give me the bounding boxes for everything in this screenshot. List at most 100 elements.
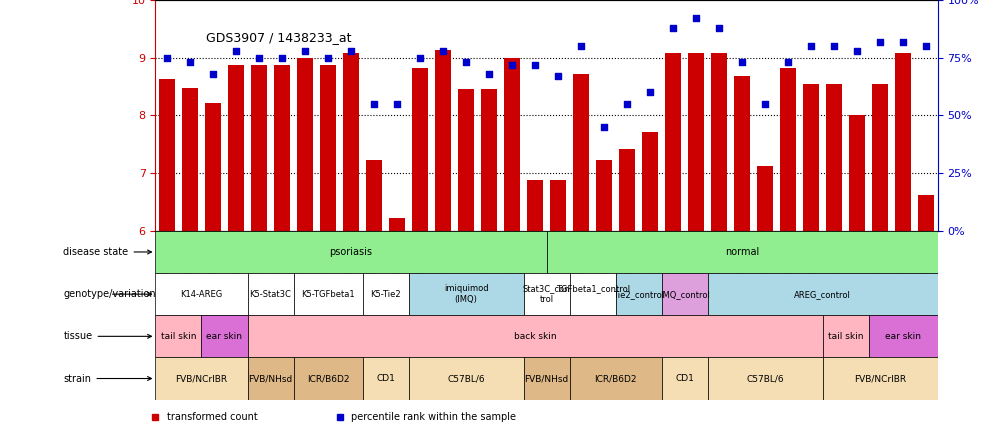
Bar (710, 53, 726, 231)
Bar (707, 357, 822, 400)
Point (389, 100, 405, 107)
Point (366, 100, 382, 107)
Bar (294, 357, 362, 400)
Text: imiquimod
(IMQ): imiquimod (IMQ) (443, 285, 488, 304)
Text: transformed count: transformed count (166, 412, 258, 422)
Point (803, 43, 819, 50)
Bar (294, 273, 362, 315)
Point (687, 15, 703, 22)
Point (343, 47, 359, 54)
Bar (595, 160, 611, 231)
Bar (201, 315, 247, 357)
Bar (343, 52, 359, 231)
Bar (297, 58, 313, 231)
Bar (664, 53, 680, 231)
Bar (247, 273, 294, 315)
Point (458, 59, 474, 66)
Text: K5-Tie2: K5-Tie2 (370, 289, 401, 299)
Text: FVB/NHsd: FVB/NHsd (248, 374, 293, 383)
Text: FVB/NCrIBR: FVB/NCrIBR (854, 374, 906, 383)
Bar (733, 76, 749, 231)
Bar (504, 58, 520, 231)
Bar (868, 315, 937, 357)
Point (826, 43, 842, 50)
Bar (822, 315, 868, 357)
Point (320, 54, 336, 61)
Bar (366, 160, 382, 231)
Text: C57BL/6: C57BL/6 (745, 374, 784, 383)
Point (412, 54, 428, 61)
Point (918, 43, 934, 50)
Bar (320, 65, 336, 231)
Bar (803, 84, 819, 231)
Bar (362, 357, 408, 400)
Text: ICR/B6D2: ICR/B6D2 (594, 374, 636, 383)
Bar (408, 357, 523, 400)
Point (641, 89, 657, 96)
Bar (618, 149, 634, 231)
Text: disease state: disease state (63, 247, 151, 257)
Bar (481, 90, 497, 231)
Text: psoriasis: psoriasis (330, 247, 372, 257)
Bar (412, 67, 428, 231)
Bar (780, 68, 796, 231)
Point (481, 70, 497, 77)
Text: Stat3C_con
trol: Stat3C_con trol (522, 285, 570, 304)
Text: IMQ_control: IMQ_control (659, 289, 709, 299)
Text: K5-Stat3C: K5-Stat3C (249, 289, 292, 299)
Bar (707, 273, 937, 315)
Text: normal: normal (724, 247, 759, 257)
Text: ear skin: ear skin (206, 332, 242, 341)
Bar (822, 357, 937, 400)
Bar (661, 273, 707, 315)
Bar (523, 357, 569, 400)
Point (618, 100, 634, 107)
Bar (872, 84, 888, 231)
Point (204, 70, 220, 77)
Bar (247, 315, 822, 357)
Text: tail skin: tail skin (828, 332, 863, 341)
Bar (546, 231, 937, 273)
Text: TGFbeta1_control: TGFbeta1_control (555, 285, 629, 304)
Bar (918, 195, 934, 231)
Bar (549, 180, 565, 231)
Text: AREG_control: AREG_control (794, 289, 851, 299)
Point (250, 54, 267, 61)
Bar (572, 74, 588, 231)
Point (297, 47, 313, 54)
Bar (569, 357, 661, 400)
Point (757, 100, 773, 107)
Point (181, 59, 197, 66)
Point (780, 59, 796, 66)
Bar (523, 273, 569, 315)
Point (504, 61, 520, 68)
Point (158, 54, 174, 61)
Text: strain: strain (63, 373, 151, 384)
Bar (158, 79, 175, 231)
Bar (204, 103, 220, 231)
Bar (435, 50, 451, 231)
Text: ICR/B6D2: ICR/B6D2 (307, 374, 349, 383)
Bar (615, 273, 661, 315)
Bar (687, 53, 703, 231)
Bar (661, 357, 707, 400)
Point (435, 47, 451, 54)
Bar (181, 88, 197, 231)
Bar (250, 65, 267, 231)
Point (572, 43, 588, 50)
Text: C57BL/6: C57BL/6 (447, 374, 484, 383)
Text: CD1: CD1 (376, 374, 395, 383)
Bar (458, 90, 474, 231)
Point (527, 61, 543, 68)
Text: GDS3907 / 1438233_at: GDS3907 / 1438233_at (205, 31, 351, 44)
Point (227, 47, 243, 54)
Point (895, 38, 911, 45)
Bar (389, 218, 405, 231)
Bar (849, 115, 865, 231)
Point (710, 24, 726, 31)
Point (872, 38, 888, 45)
Bar (757, 166, 773, 231)
Bar (362, 273, 408, 315)
Point (664, 24, 680, 31)
Bar (247, 357, 294, 400)
